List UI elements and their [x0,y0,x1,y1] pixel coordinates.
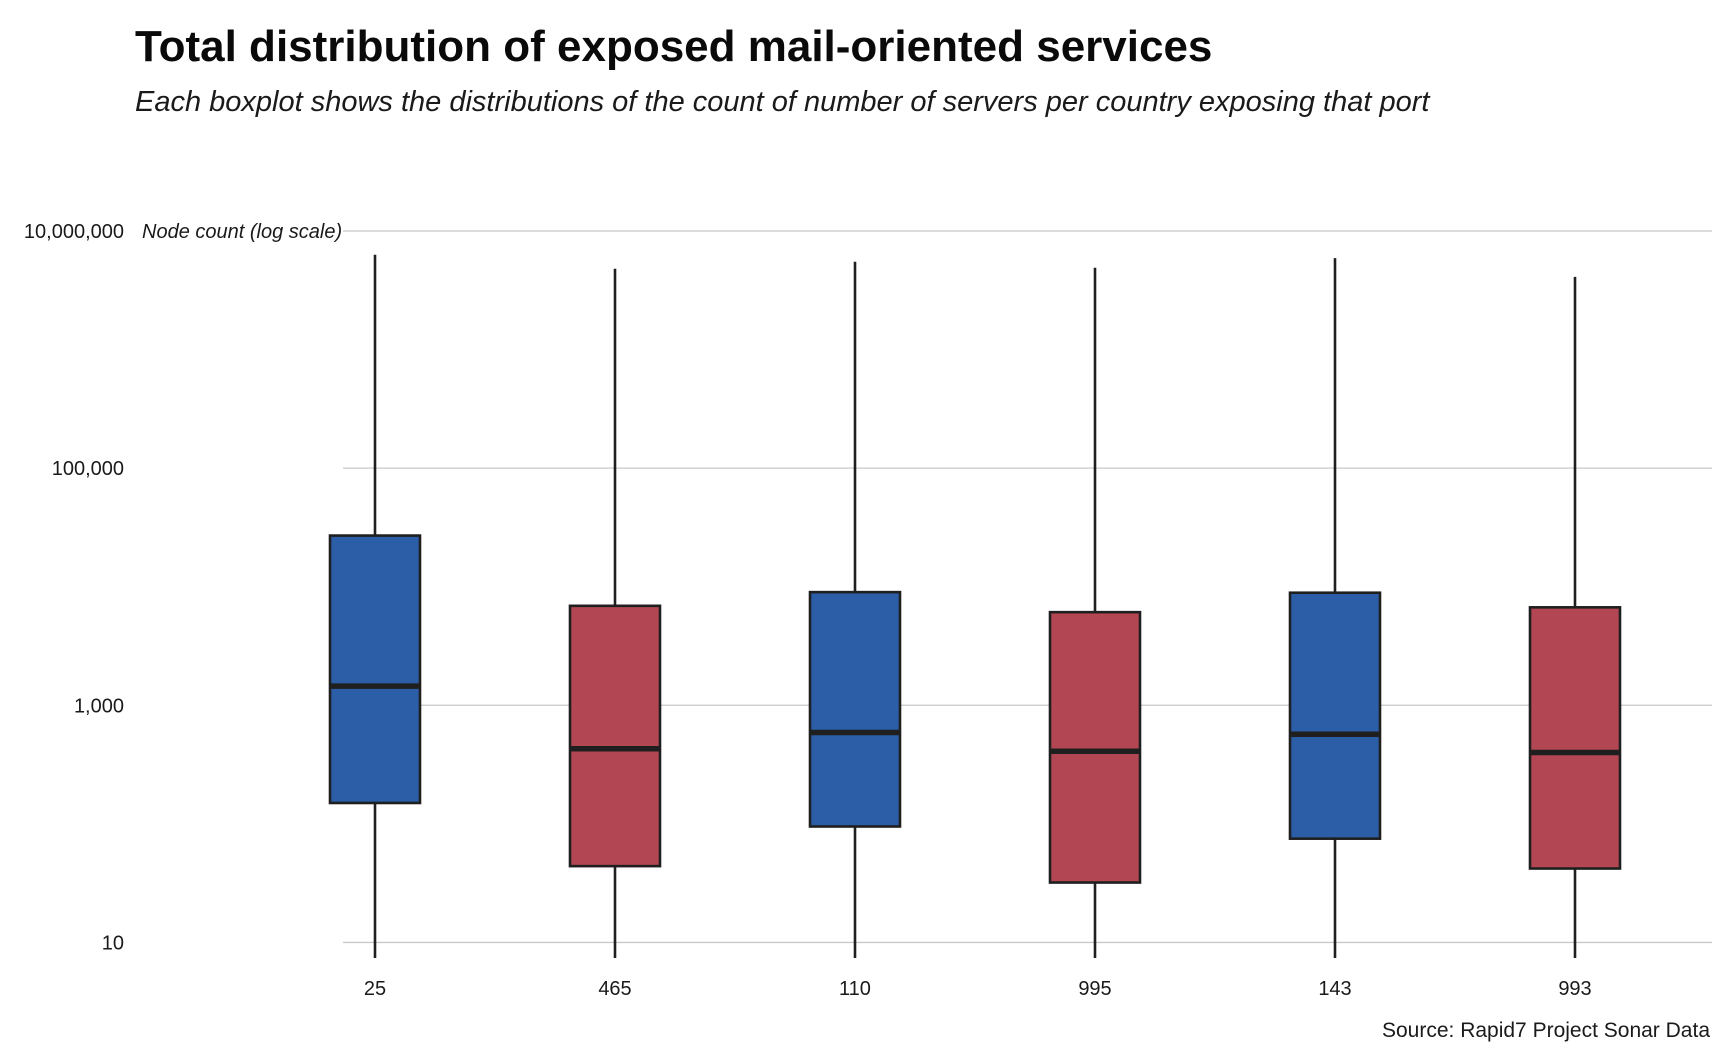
iqr-box [1288,591,1382,840]
chart-title: Total distribution of exposed mail-orien… [135,22,1212,71]
y-tick-label: 100,000 [52,458,124,480]
y-tick-label: 10,000,000 [24,221,124,243]
x-tick-label: 110 [839,978,871,1000]
gridlines [343,230,1712,944]
x-tick-label: 143 [1318,978,1351,1000]
x-tick-label: 993 [1558,978,1591,1000]
x-tick-label: 465 [598,978,631,1000]
x-tick-label: 995 [1078,978,1111,1000]
source-caption: Source: Rapid7 Project Sonar Data [1382,1019,1710,1042]
iqr-box [568,604,662,868]
y-axis-ticks: 10 1,000 100,000 10,000,000 [24,221,124,954]
boxplots [328,254,1622,958]
boxplot-993 [1528,276,1622,958]
y-axis-label: Node count (log scale) [142,221,342,243]
x-tick-label: 25 [364,978,386,1000]
iqr-box [328,534,422,805]
chart-subtitle: Each boxplot shows the distributions of … [135,86,1431,118]
boxplot-25 [328,254,422,958]
x-axis-ticks: 25 465 110 995 143 993 [364,978,1592,1000]
iqr-box [1048,610,1142,884]
boxplot-143 [1288,258,1382,958]
y-tick-label: 10 [102,932,124,954]
boxplot-465 [568,268,662,958]
iqr-box [808,590,902,828]
boxplot-995 [1048,267,1142,958]
y-tick-label: 1,000 [74,695,124,717]
iqr-box [1528,606,1622,870]
boxplot-110 [808,261,902,958]
